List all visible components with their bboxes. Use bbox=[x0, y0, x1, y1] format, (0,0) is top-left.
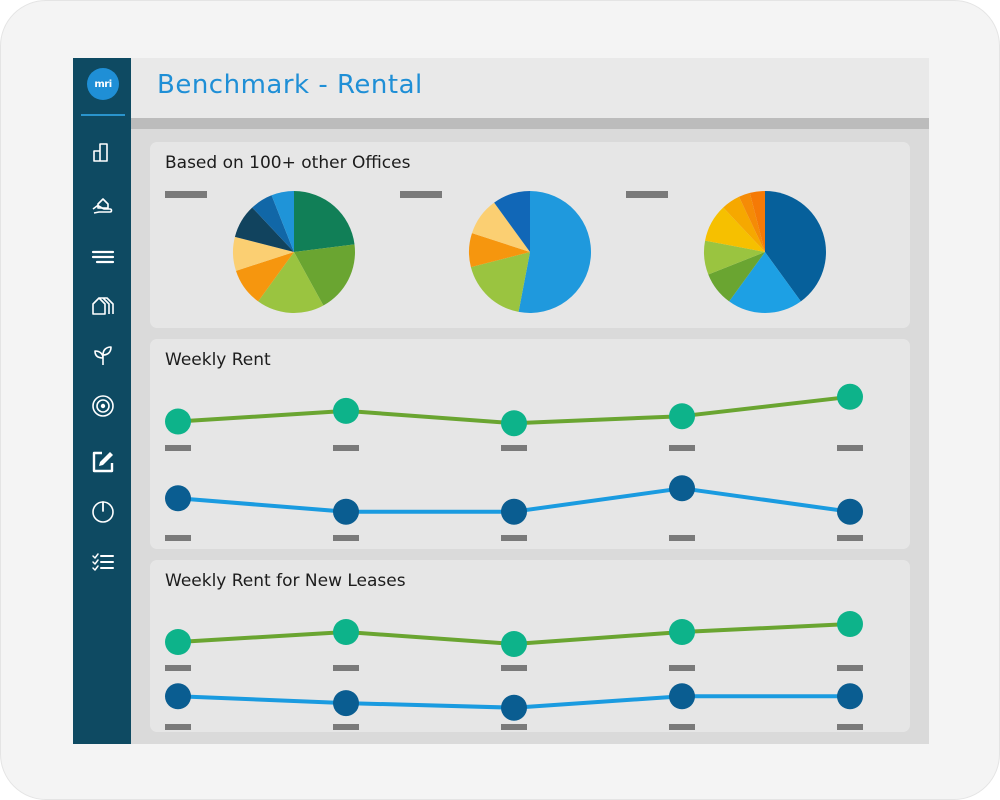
pie-1-slice-3 bbox=[258, 252, 324, 313]
chart-1-series-2-point-1 bbox=[165, 485, 191, 512]
chart-2-series-1-tick-label-3 bbox=[501, 665, 527, 671]
pie-2-slice-5 bbox=[494, 191, 530, 252]
chart-1-series-2-tick-label-2 bbox=[333, 535, 359, 541]
chart-1-series-1-tick-label-5 bbox=[837, 445, 863, 451]
offices-panel: Based on 100+ other Offices bbox=[150, 142, 910, 328]
pie-3-slice-5 bbox=[705, 207, 765, 252]
app-window: mri bbox=[73, 58, 929, 744]
chart-1-series-1-point-3 bbox=[501, 410, 527, 437]
offices-panel-title: Based on 100+ other Offices bbox=[165, 153, 411, 173]
chart-2-series-1-point-1 bbox=[165, 629, 191, 655]
chart-2-series-2-tick-label-1 bbox=[165, 724, 191, 730]
chart-2-series-1-tick-label-2 bbox=[333, 665, 359, 671]
sidebar-item-target[interactable] bbox=[90, 393, 116, 419]
pie-1-slice-8 bbox=[271, 191, 294, 252]
pie-1-slice-1 bbox=[294, 191, 355, 252]
weekly-rent-panel-title: Weekly Rent bbox=[165, 350, 271, 370]
pie-3-slice-4 bbox=[704, 240, 765, 275]
chart-2-series-1-point-2 bbox=[333, 619, 359, 645]
chart-2-series-2-point-1 bbox=[165, 683, 191, 710]
pie-3-slice-8 bbox=[749, 191, 765, 252]
edit-icon bbox=[92, 451, 114, 473]
chart-2-series-2-point-4 bbox=[669, 683, 695, 710]
chart-2-series-1-point-4 bbox=[669, 619, 695, 645]
chart-2-series-1-tick-label-1 bbox=[165, 665, 191, 671]
pie-3-slice-2 bbox=[729, 252, 801, 313]
new-leases-panel-title: Weekly Rent for New Leases bbox=[165, 571, 406, 591]
chart-1-series-2-tick-label-5 bbox=[837, 535, 863, 541]
pie-1-slice-7 bbox=[252, 195, 294, 252]
sidebar-item-houses[interactable] bbox=[90, 292, 116, 318]
page-title: Benchmark - Rental bbox=[157, 70, 423, 100]
chart-2-series-2-tick-label-3 bbox=[501, 724, 527, 730]
chart-1-series-1-tick-label-3 bbox=[501, 445, 527, 451]
pie-1-slice-5 bbox=[233, 236, 294, 271]
weekly-rent-chart bbox=[165, 383, 863, 541]
chart-1-series-2-point-4 bbox=[669, 475, 695, 502]
chart-2-series-2-tick-label-2 bbox=[333, 724, 359, 730]
pie-3-label-placeholder bbox=[626, 191, 668, 198]
pie-3-slice-6 bbox=[723, 196, 765, 252]
chart-1-series-1-point-4 bbox=[669, 403, 695, 430]
building-icon bbox=[93, 143, 108, 162]
pie-2-slice-2 bbox=[470, 252, 530, 312]
offices-pie-charts bbox=[165, 191, 826, 313]
chart-1-series-2-point-2 bbox=[333, 498, 359, 525]
sidebar: mri bbox=[73, 58, 131, 744]
pie-2-slice-1 bbox=[518, 191, 591, 313]
chart-1-series-1-point-2 bbox=[333, 397, 359, 424]
pie-1-label-placeholder bbox=[165, 191, 207, 198]
checklist-icon bbox=[92, 553, 114, 571]
pie-2-label-placeholder bbox=[400, 191, 442, 198]
chart-1-series-2-point-3 bbox=[501, 498, 527, 525]
logo: mri bbox=[87, 68, 119, 100]
pie-2-slice-3 bbox=[469, 233, 530, 268]
chart-1-series-1-tick-label-2 bbox=[333, 445, 359, 451]
target-icon bbox=[92, 395, 114, 417]
houses-icon bbox=[92, 297, 114, 315]
pie-3-slice-3 bbox=[708, 252, 765, 302]
chart-1-series-2-tick-label-1 bbox=[165, 535, 191, 541]
chart-1-series-2-point-5 bbox=[837, 498, 863, 525]
page-header: Benchmark - Rental bbox=[131, 58, 929, 118]
weekly-rent-panel: Weekly Rent bbox=[150, 339, 910, 549]
sidebar-item-power[interactable] bbox=[90, 498, 116, 524]
chart-1-series-1-tick-label-4 bbox=[669, 445, 695, 451]
chart-2-series-2-point-2 bbox=[333, 690, 359, 717]
pie-1-slice-4 bbox=[235, 252, 294, 302]
sidebar-item-hand-house[interactable] bbox=[90, 192, 116, 218]
chart-1-series-1-point-1 bbox=[165, 408, 191, 435]
sidebar-item-menu[interactable] bbox=[90, 244, 116, 270]
chart-1-series-2-tick-label-3 bbox=[501, 535, 527, 541]
pie-2-slice-4 bbox=[471, 202, 530, 252]
hand-house-icon bbox=[92, 198, 113, 214]
chart-1-series-2-tick-label-4 bbox=[669, 535, 695, 541]
menu-lines-icon bbox=[91, 250, 115, 264]
sidebar-item-building[interactable] bbox=[90, 139, 116, 165]
sidebar-item-edit[interactable] bbox=[90, 449, 116, 475]
pie-3-slice-1 bbox=[765, 191, 826, 302]
chart-2-series-2-tick-label-4 bbox=[669, 724, 695, 730]
chart-2-series-1-tick-label-5 bbox=[837, 665, 863, 671]
chart-2-series-1-tick-label-4 bbox=[669, 665, 695, 671]
plant-icon bbox=[94, 346, 112, 365]
pie-1-slice-2 bbox=[294, 244, 355, 306]
chart-2-series-1-point-5 bbox=[837, 611, 863, 637]
header-divider bbox=[131, 118, 929, 129]
chart-1-series-1-point-5 bbox=[837, 383, 863, 410]
new-leases-panel: Weekly Rent for New Leases bbox=[150, 560, 910, 732]
power-icon bbox=[92, 501, 114, 523]
chart-2-series-1-point-3 bbox=[501, 631, 527, 657]
sidebar-divider bbox=[81, 114, 125, 116]
sidebar-item-checklist[interactable] bbox=[90, 549, 116, 575]
pie-3-slice-7 bbox=[739, 192, 765, 252]
sidebar-item-plant[interactable] bbox=[90, 343, 116, 369]
pie-1-slice-6 bbox=[234, 207, 294, 252]
new-leases-chart bbox=[165, 611, 863, 730]
chart-1-series-1-tick-label-1 bbox=[165, 445, 191, 451]
chart-2-series-2-point-5 bbox=[837, 683, 863, 710]
chart-2-series-2-point-3 bbox=[501, 694, 527, 721]
chart-2-series-2-tick-label-5 bbox=[837, 724, 863, 730]
